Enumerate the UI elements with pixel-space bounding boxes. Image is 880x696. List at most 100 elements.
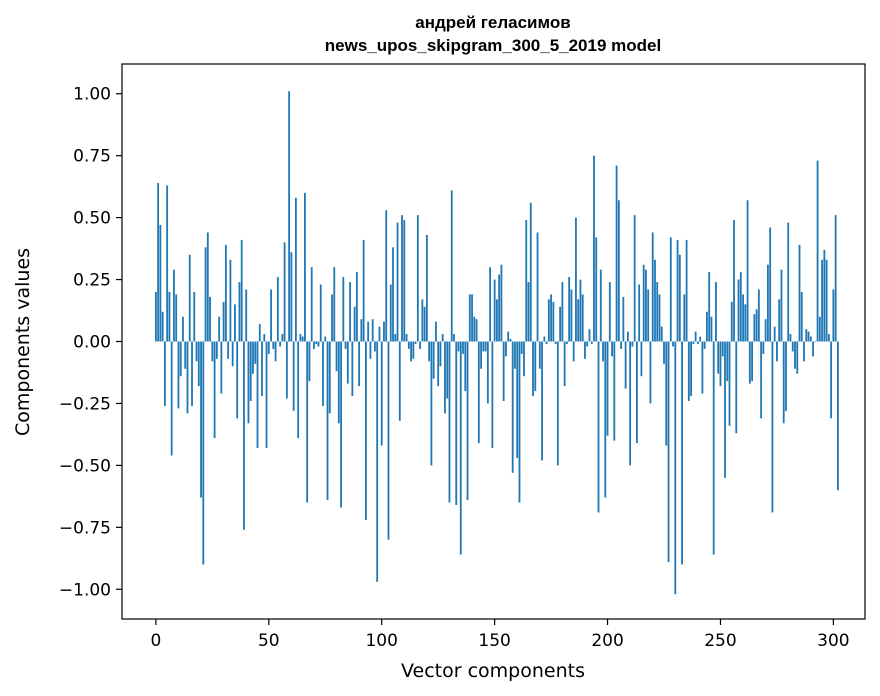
bar-228 <box>669 237 672 342</box>
bar-302 <box>837 341 839 491</box>
bar-160 <box>516 341 519 458</box>
bar-155 <box>505 341 507 357</box>
bar-67 <box>306 341 309 503</box>
bar-230 <box>674 341 677 595</box>
bar-285 <box>798 244 801 342</box>
bar-4 <box>164 341 166 406</box>
bar-35 <box>234 304 236 342</box>
bar-123 <box>432 341 435 379</box>
bar-167 <box>532 341 534 397</box>
x-tick-label-2: 100 <box>365 631 397 651</box>
bar-64 <box>299 334 302 342</box>
bar-275 <box>776 341 778 362</box>
x-tick-label-3: 150 <box>478 631 510 651</box>
bar-298 <box>827 334 830 342</box>
bar-289 <box>807 331 810 342</box>
bar-151 <box>495 299 498 342</box>
bar-113 <box>410 341 412 362</box>
bar-184 <box>570 289 573 342</box>
bar-299 <box>830 341 833 419</box>
bar-33 <box>229 259 232 342</box>
bar-94 <box>367 321 370 342</box>
bar-156 <box>507 331 510 342</box>
x-tick-label-6: 300 <box>817 631 849 651</box>
bar-291 <box>812 341 814 357</box>
bar-115 <box>414 341 417 344</box>
bar-207 <box>622 296 625 342</box>
bar-258 <box>737 279 740 342</box>
bar-253 <box>726 341 729 382</box>
bar-51 <box>270 289 272 342</box>
bar-60 <box>290 252 293 342</box>
bar-22 <box>204 247 207 342</box>
bar-284 <box>796 341 799 374</box>
bar-193 <box>590 341 593 344</box>
bar-134 <box>457 341 460 352</box>
bar-5 <box>166 185 169 342</box>
bar-104 <box>389 284 392 342</box>
bar-32 <box>227 341 230 359</box>
bar-236 <box>687 341 690 401</box>
bar-260 <box>742 294 744 342</box>
bar-290 <box>809 336 812 342</box>
bar-293 <box>816 160 819 342</box>
bar-191 <box>586 341 589 347</box>
bar-39 <box>243 341 245 530</box>
y-tick-label-2: 0.50 <box>73 209 111 229</box>
bar-136 <box>462 341 464 354</box>
bar-55 <box>279 341 281 347</box>
bar-128 <box>444 341 446 414</box>
bar-240 <box>696 341 699 344</box>
bar-174 <box>547 299 550 342</box>
bar-121 <box>428 341 431 362</box>
bar-133 <box>455 341 458 506</box>
bar-218 <box>647 289 650 342</box>
bar-159 <box>514 341 516 369</box>
bar-252 <box>724 341 726 478</box>
bar-286 <box>800 291 803 342</box>
bar-241 <box>699 336 702 342</box>
bar-278 <box>782 341 785 424</box>
bar-261 <box>744 304 747 342</box>
bar-13 <box>184 341 187 369</box>
bar-272 <box>769 227 772 342</box>
bar-114 <box>412 341 415 359</box>
bar-54 <box>276 277 279 342</box>
bar-116 <box>416 215 419 342</box>
bar-80 <box>335 341 338 372</box>
bar-232 <box>678 254 681 342</box>
chart-title-line-1: андрей геласимов <box>415 13 570 32</box>
bar-40 <box>245 289 248 342</box>
bar-244 <box>706 311 708 342</box>
bar-14 <box>186 341 189 414</box>
bar-195 <box>595 237 598 342</box>
bar-219 <box>649 341 652 404</box>
bar-287 <box>803 341 805 362</box>
bar-105 <box>392 247 394 342</box>
bar-178 <box>556 341 559 466</box>
bar-196 <box>597 341 600 513</box>
bar-131 <box>450 190 453 342</box>
bar-279 <box>785 341 787 411</box>
bar-1 <box>157 182 160 342</box>
bar-297 <box>825 259 828 342</box>
bar-12 <box>182 316 184 342</box>
bar-153 <box>500 264 503 342</box>
bar-10 <box>177 341 180 409</box>
bar-120 <box>425 234 428 342</box>
bar-112 <box>407 341 410 349</box>
bar-90 <box>358 341 361 387</box>
bar-50 <box>267 341 270 354</box>
bar-83 <box>342 277 345 342</box>
bar-166 <box>529 202 532 342</box>
bar-56 <box>281 334 284 342</box>
bar-45 <box>256 341 259 449</box>
x-tick-label-0: 0 <box>150 631 161 651</box>
bar-43 <box>252 341 254 374</box>
bar-276 <box>778 299 781 342</box>
bar-53 <box>274 341 277 362</box>
bar-226 <box>665 341 668 446</box>
bar-15 <box>188 254 191 342</box>
bar-259 <box>739 272 742 342</box>
bar-0 <box>154 291 157 342</box>
